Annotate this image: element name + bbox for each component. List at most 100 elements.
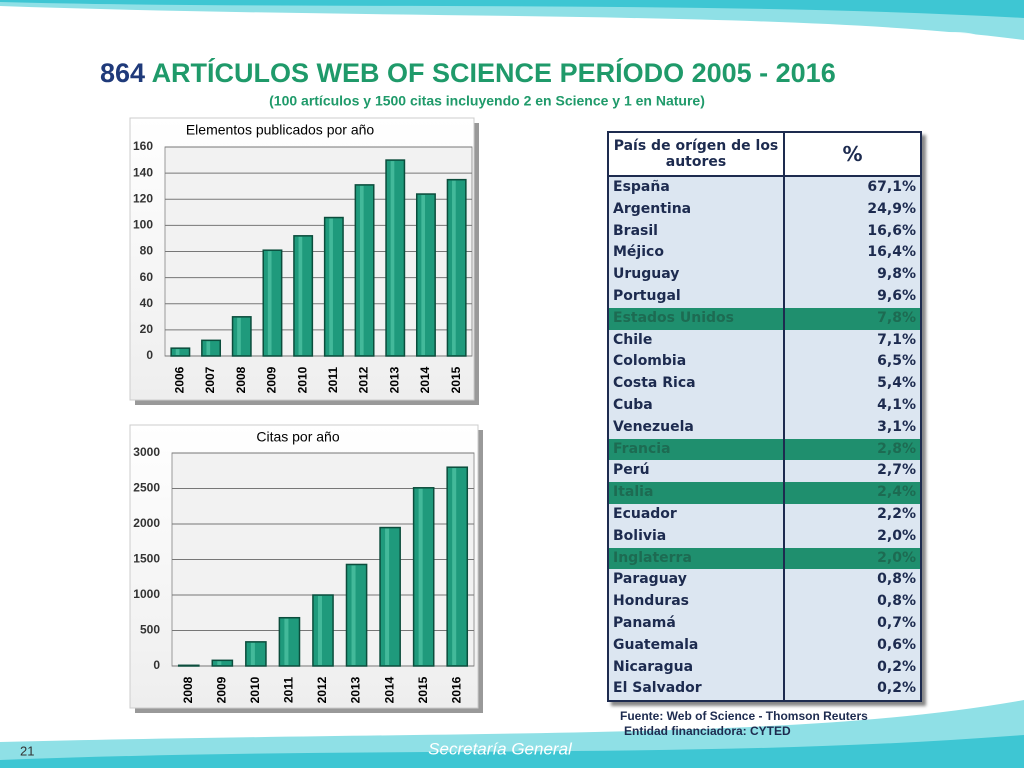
country-cell: Estados Unidos — [607, 307, 785, 330]
bar-group — [412, 487, 435, 667]
bar-shine — [206, 341, 211, 355]
bar-group — [446, 178, 467, 357]
bar-group — [323, 216, 344, 357]
x-tick-label: 2013 — [349, 676, 363, 703]
x-tick-label: 2010 — [248, 676, 262, 703]
bar — [211, 659, 234, 667]
header-cell: País de orígen de los autores — [607, 131, 785, 177]
table-row: Estados Unidos 7,8% — [607, 307, 922, 330]
x-tick-label: 2013 — [387, 366, 401, 393]
share-cell: 9,8% — [783, 264, 922, 286]
country-cell: Perú — [607, 460, 785, 483]
country-cell: Uruguay — [607, 264, 785, 286]
bar-group — [262, 249, 283, 357]
bar-group — [446, 466, 469, 667]
country-cell: Chile — [607, 329, 785, 352]
bar-shine — [421, 195, 426, 355]
bar-shine — [452, 468, 457, 665]
share-cell: 0,6% — [783, 634, 922, 657]
top-wave — [0, 0, 1024, 40]
y-tick-label: 0 — [146, 348, 153, 362]
bar — [446, 178, 467, 357]
bar — [323, 216, 344, 357]
table-row: Portugal 9,6% — [607, 285, 922, 308]
bar-shine — [284, 618, 289, 665]
bar-group — [385, 159, 406, 357]
bar-group — [293, 235, 314, 357]
x-tick-label: 2009 — [215, 676, 229, 703]
x-tick-label: 2014 — [382, 676, 396, 703]
y-tick-label: 500 — [140, 623, 160, 637]
bar — [446, 466, 469, 667]
country-cell: Portugal — [607, 285, 785, 308]
share-cell: 67,1% — [783, 176, 922, 199]
table-row: Venezuela 3,1% — [607, 416, 922, 439]
bar-group — [245, 641, 267, 667]
y-tick-label: 100 — [133, 218, 153, 232]
bar-group — [312, 594, 334, 667]
bar-group — [201, 339, 222, 357]
x-tick-label: 2008 — [234, 366, 248, 393]
bar-shine — [175, 349, 180, 355]
table-row: Panamá 0,7% — [607, 612, 922, 635]
bar-group — [177, 664, 200, 667]
share-cell: 4,1% — [783, 394, 922, 417]
chart-title: Citas por año — [256, 429, 339, 445]
bar — [345, 563, 368, 667]
country-cell: Panamá — [607, 612, 785, 635]
country-cell: Colombia — [607, 351, 785, 374]
y-tick-label: 0 — [153, 658, 160, 672]
table-row: Colombia 6,5% — [607, 351, 922, 374]
title: 864 ARTÍCULOS WEB OF SCIENCE PERÍODO 200… — [100, 57, 836, 88]
share-cell: 0,7% — [783, 612, 922, 635]
y-tick-label: 2000 — [133, 516, 160, 530]
table-row: Francia 2,8% — [607, 438, 922, 461]
y-tick-label: 160 — [133, 139, 153, 153]
share-cell: 0,2% — [783, 656, 922, 679]
share-cell: 2,8% — [783, 438, 922, 461]
bar — [231, 316, 252, 357]
x-tick-label: 2015 — [449, 366, 463, 393]
funding: Entidad financiadora: CYTED — [624, 724, 791, 738]
bar-group — [345, 563, 368, 667]
table-row: España 67,1% — [607, 176, 922, 199]
bar — [170, 347, 191, 357]
share-cell: 2,0% — [783, 547, 922, 570]
bar-shine — [298, 236, 303, 355]
bar-shine — [390, 161, 395, 355]
bar-shine — [267, 251, 272, 355]
chart-title: Elementos publicados por año — [186, 122, 375, 138]
share-cell: 6,5% — [783, 351, 922, 374]
table-row: Méjico 16,4% — [607, 242, 922, 265]
table-row: Chile 7,1% — [607, 329, 922, 352]
bar-shine — [237, 317, 241, 355]
bar-shine — [351, 565, 356, 665]
x-tick-label: 2010 — [295, 366, 309, 393]
source: Fuente: Web of Science - Thomson Reuters — [620, 709, 868, 723]
x-tick-label: 2011 — [282, 677, 296, 703]
country-cell: Costa Rica — [607, 373, 785, 395]
bar-shine — [385, 528, 390, 665]
table-row: Bolivia 2,0% — [607, 525, 922, 548]
table-row: Cuba 4,1% — [607, 394, 922, 417]
top-wave — [0, 0, 1024, 18]
y-tick-label: 140 — [133, 165, 153, 179]
table-row: Italia 2,4% — [607, 482, 922, 504]
footer: Secretaría General — [428, 739, 573, 758]
x-tick-label: 2006 — [173, 366, 187, 393]
bar-shine — [359, 185, 364, 355]
country-cell: Bolivia — [607, 525, 785, 548]
table-row: Argentina 24,9% — [607, 198, 922, 221]
country-cell: Venezuela — [607, 416, 785, 439]
table-row: Perú 2,7% — [607, 460, 922, 483]
bar-shine — [250, 642, 255, 665]
bar — [201, 339, 222, 357]
country-cell: Argentina — [607, 198, 785, 221]
country-cell: Brasil — [607, 220, 785, 243]
table-row: Brasil 16,6% — [607, 220, 922, 243]
share-cell: 0,8% — [783, 569, 922, 592]
logo — [902, 32, 1008, 98]
table-row: Honduras 0,8% — [607, 591, 922, 613]
y-tick-label: 1000 — [133, 587, 160, 601]
